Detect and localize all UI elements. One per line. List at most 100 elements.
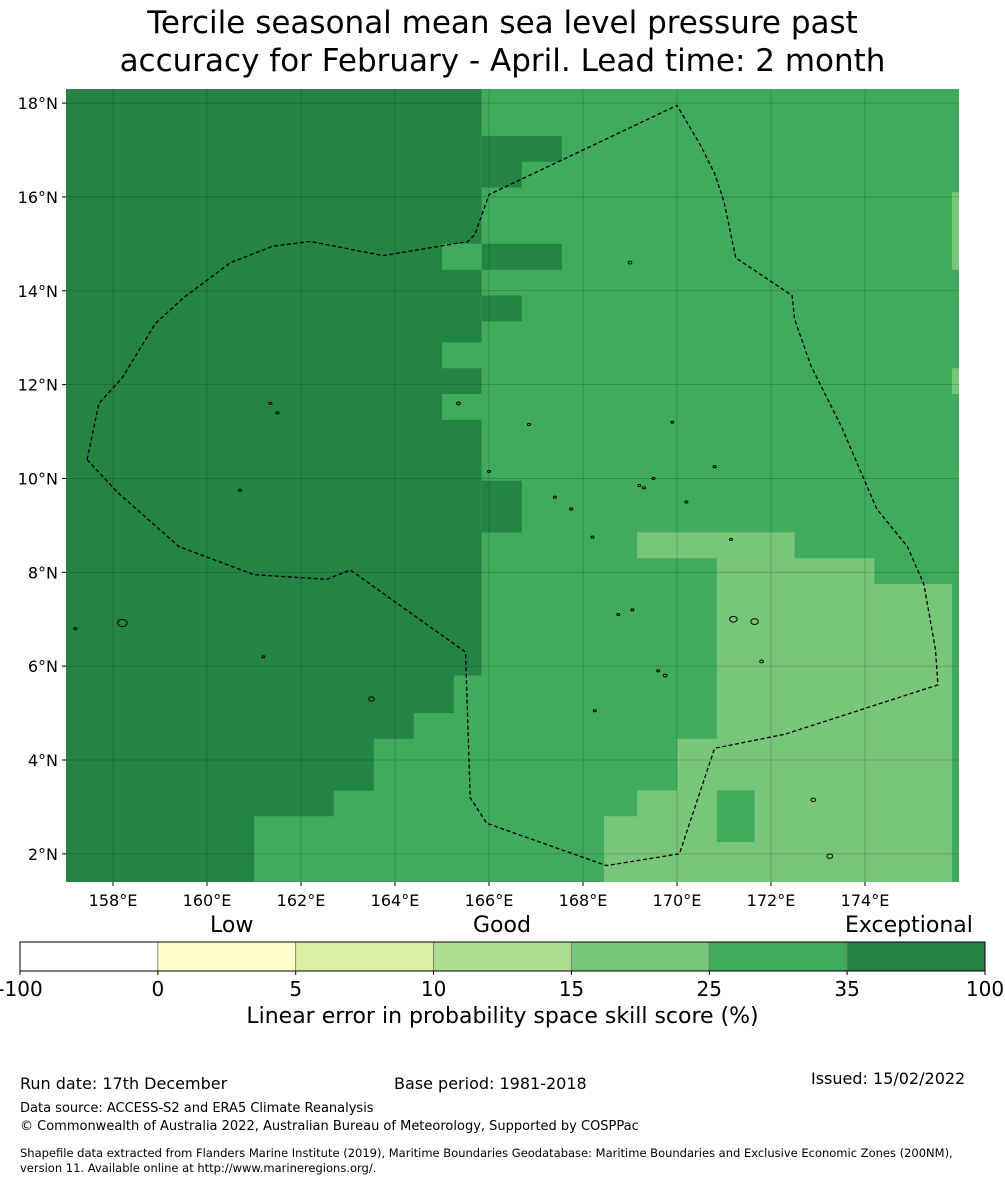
- colorbar-segment-1: [157, 941, 297, 972]
- island-25: [729, 537, 734, 542]
- lat-tick-label: 8°N: [28, 563, 58, 582]
- colorbar-tick-label: 100: [966, 977, 1004, 1001]
- island-9: [526, 422, 531, 427]
- lon-tick-label: 170°E: [653, 891, 702, 910]
- colorbar-segment-4: [571, 941, 710, 972]
- lon-tick-label: 168°E: [559, 891, 608, 910]
- lon-tick-label: 172°E: [747, 891, 796, 910]
- island-17: [637, 483, 642, 488]
- island-20: [656, 669, 661, 673]
- lon-tick-label: 158°E: [89, 891, 138, 910]
- island-23: [684, 500, 689, 504]
- base-period: Base period: 1981-2018: [394, 1074, 587, 1093]
- issued-date: Issued: 15/02/2022: [811, 1069, 966, 1088]
- copyright: © Commonwealth of Australia 2022, Austra…: [20, 1119, 639, 1134]
- skill-fill-layer: [66, 89, 959, 882]
- island-18: [642, 486, 647, 490]
- skill-region-8: [481, 295, 522, 322]
- lon-tick-label: 164°E: [371, 891, 420, 910]
- island-11: [569, 507, 574, 511]
- skill-region-9: [481, 480, 522, 533]
- island-5: [275, 411, 280, 415]
- colorbar-heading-low: Low: [210, 913, 254, 938]
- skill-region-2: [254, 675, 482, 882]
- eez-boundary-layer: [86, 104, 939, 867]
- island-10: [552, 495, 557, 499]
- title-line-2: accuracy for February - April. Lead time…: [119, 43, 886, 79]
- run-date: Run date: 17th December: [20, 1074, 228, 1093]
- skill-region-13: [951, 368, 959, 394]
- island-1: [117, 618, 128, 628]
- chart-title: Tercile seasonal mean sea level pressure…: [0, 4, 1005, 80]
- eez-boundary-line-0: [86, 104, 939, 867]
- colorbar-label: Linear error in probability space skill …: [246, 1004, 759, 1029]
- island-2: [237, 488, 242, 492]
- skill-region-4: [442, 342, 482, 369]
- skill-region-12: [951, 192, 959, 270]
- island-22: [670, 420, 675, 424]
- island-28: [759, 659, 764, 664]
- coastline-layer: [73, 260, 834, 859]
- island-24: [712, 465, 717, 469]
- island-30: [826, 853, 834, 859]
- island-4: [268, 401, 273, 405]
- lat-tick-label: 14°N: [18, 282, 58, 301]
- axis-tick-layer: 18°N 16°N 14°N 12°N 10°N 8°N 6°N 4°N 2°N 158°E 160…: [18, 94, 890, 910]
- colorbar-segment-6: [846, 941, 986, 972]
- colorbar: -100 0 5 10 15 25 35 100: [0, 941, 1004, 1001]
- island-27: [750, 618, 759, 625]
- skill-region-6: [481, 135, 562, 188]
- lat-tick-label: 6°N: [28, 657, 58, 676]
- colorbar-frame: [19, 941, 986, 972]
- skill-region-5: [442, 394, 482, 420]
- lon-tick-label: 174°E: [841, 891, 890, 910]
- lat-tick-label: 16°N: [18, 188, 58, 207]
- colorbar-tick-label: -100: [0, 977, 43, 1001]
- lat-tick-label: 2°N: [28, 845, 58, 864]
- skill-region-10: [604, 532, 952, 882]
- colorbar-tick-label: 15: [559, 977, 584, 1001]
- colorbar-heading-good: Good: [473, 913, 531, 938]
- colorbar-tick-label: 0: [151, 977, 164, 1001]
- lon-tick-label: 166°E: [465, 891, 514, 910]
- colorbar-heading-exceptional: Exceptional: [845, 913, 973, 938]
- colorbar-tick-label: 25: [697, 977, 722, 1001]
- island-26: [729, 615, 738, 623]
- title-line-1: Tercile seasonal mean sea level pressure…: [147, 5, 858, 41]
- lon-tick-label: 160°E: [183, 891, 232, 910]
- island-15: [627, 260, 633, 265]
- lat-tick-label: 4°N: [28, 751, 58, 770]
- island-3: [261, 655, 266, 659]
- island-21: [662, 673, 668, 678]
- island-14: [616, 612, 621, 617]
- colorbar-segment-2: [295, 941, 434, 972]
- colorbar-tick-label: 10: [421, 977, 446, 1001]
- lat-tick-label: 12°N: [18, 376, 58, 395]
- island-16: [630, 608, 635, 612]
- colorbar-tick-label: 5: [289, 977, 302, 1001]
- colorbar-segment-0: [19, 941, 159, 972]
- island-0: [73, 627, 78, 631]
- island-29: [810, 797, 817, 803]
- gridline-layer: [66, 89, 959, 882]
- island-8: [487, 469, 491, 474]
- lon-tick-label: 162°E: [277, 891, 326, 910]
- colorbar-tick-label: 35: [834, 977, 859, 1001]
- colorbar-segment-3: [433, 941, 572, 972]
- colorbar-segment-5: [708, 941, 848, 972]
- lat-tick-label: 10°N: [18, 469, 58, 488]
- skill-region-7: [481, 243, 562, 270]
- skill-region-3: [442, 243, 482, 270]
- island-12: [590, 535, 595, 539]
- skill-region-11: [716, 790, 755, 843]
- data-source: Data source: ACCESS-S2 and ERA5 Climate …: [20, 1101, 374, 1116]
- lat-tick-label: 18°N: [18, 94, 58, 113]
- shapefile-credit-line-2: version 11. Available online at http://w…: [20, 1161, 377, 1175]
- shapefile-credit-line-1: Shapefile data extracted from Flanders M…: [20, 1146, 953, 1160]
- island-6: [368, 696, 375, 702]
- island-19: [651, 476, 656, 481]
- island-7: [456, 401, 461, 406]
- skill-region-0: [66, 89, 482, 882]
- island-13: [592, 709, 597, 713]
